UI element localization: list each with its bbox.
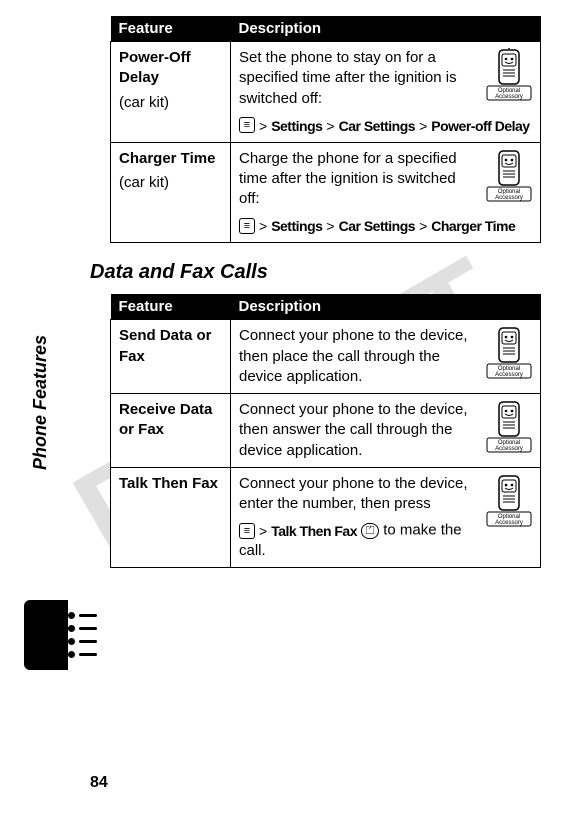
description-text: Connect your phone to the device, then a… [239,401,468,459]
menu-path: ≡ > Settings > Car Settings > Charger Ti… [239,217,532,236]
table-row: Send Data or Fax Connect your phone to t… [111,320,541,394]
feature-name: Talk Then Fax [119,475,218,492]
svg-text:Accessory: Accessory [495,94,523,100]
table-header-row: Feature Description [111,16,541,42]
table-row: Receive Data or Fax Connect your phone t… [111,394,541,468]
menu-key-icon: ≡ [239,117,255,133]
thumb-tab-marks [68,606,97,664]
optional-accessory-icon: Optional Accessory [486,149,532,203]
feature-cell: Receive Data or Fax [111,394,231,468]
optional-accessory-icon: Optional Accessory [486,400,532,454]
feature-cell: Charger Time (car kit) [111,142,231,243]
header-feature: Feature [111,294,231,320]
optional-accessory-icon: Optional Accessory [486,474,532,528]
header-feature: Feature [111,16,231,42]
table-row: Charger Time (car kit) Charge the phone … [111,142,541,243]
feature-name: Send Data or Fax [119,327,212,364]
description-text: Set the phone to stay on for a specified… [239,49,457,107]
description-text-pre: Connect your phone to the device, enter … [239,475,468,512]
feature-table-2: Feature Description Send Data or Fax Con… [110,294,541,568]
header-description: Description [231,16,541,42]
menu-path: ≡ > Settings > Car Settings > Power-off … [239,117,532,136]
table-row: Talk Then Fax Connect your phone to the … [111,467,541,568]
feature-cell: Talk Then Fax [111,467,231,568]
table-row: Power-Off Delay (car kit) Set the phone … [111,42,541,143]
menu-key-icon: ≡ [239,523,255,539]
optional-accessory-icon: Optional Accessory [486,48,532,102]
description-text: Charge the phone for a specified time af… [239,150,457,208]
feature-name: Charger Time [119,150,215,167]
svg-text:Accessory: Accessory [495,372,523,378]
page-number: 84 [90,774,108,792]
header-description: Description [231,294,541,320]
thumb-tab [24,600,68,670]
feature-sub: (car kit) [119,93,222,113]
description-cell: Connect your phone to the device, then p… [231,320,541,394]
description-cell: Charge the phone for a specified time af… [231,142,541,243]
description-cell: Set the phone to stay on for a specified… [231,42,541,143]
svg-text:Accessory: Accessory [495,520,523,526]
feature-name: Power-Off Delay [119,49,191,86]
menu-key-icon: ≡ [239,218,255,234]
feature-cell: Send Data or Fax [111,320,231,394]
description-text: Connect your phone to the device, then p… [239,327,468,385]
description-cell: Connect your phone to the device, enter … [231,467,541,568]
description-cell: Connect your phone to the device, then a… [231,394,541,468]
svg-text:Accessory: Accessory [495,195,523,201]
svg-text:Accessory: Accessory [495,446,523,452]
table-header-row: Feature Description [111,294,541,320]
feature-sub: (car kit) [119,173,222,193]
optional-accessory-icon: Optional Accessory [486,326,532,380]
send-key-icon: ⏍ [361,523,379,539]
feature-cell: Power-Off Delay (car kit) [111,42,231,143]
feature-name: Receive Data or Fax [119,401,212,438]
feature-table-1: Feature Description Power-Off Delay (car… [110,16,541,243]
section-heading: Data and Fax Calls [90,261,541,284]
